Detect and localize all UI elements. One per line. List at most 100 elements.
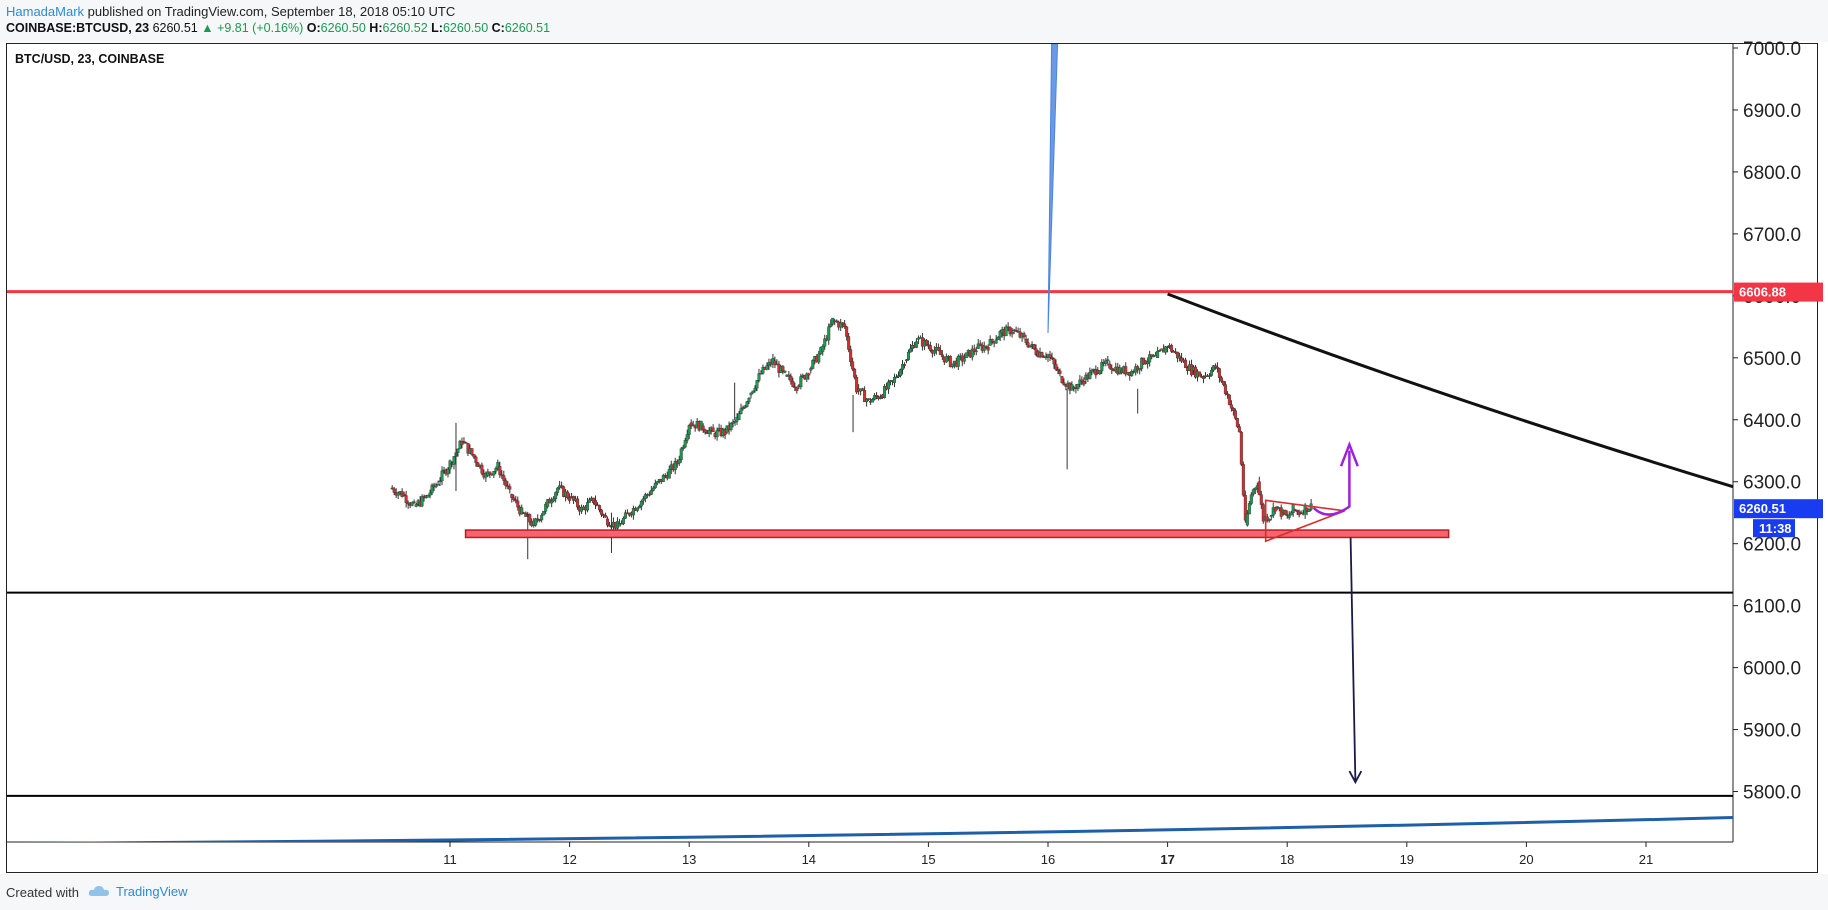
candle-body — [635, 507, 639, 511]
countdown-tag: 11:38 — [1759, 521, 1792, 536]
candle-body — [994, 339, 998, 344]
candle-body — [1056, 369, 1060, 371]
candle-body — [789, 375, 793, 382]
y-tick-label: 6300.0 — [1743, 473, 1801, 494]
candle-body — [988, 339, 992, 346]
candle-body — [809, 368, 813, 371]
candle-body — [603, 514, 607, 518]
ohlc-legend: COINBASE:BTCUSD, 23 6260.51 ▲ +9.81 (+0.… — [6, 21, 550, 35]
candle-body — [576, 498, 580, 508]
resistance-price-tag-bg — [1734, 282, 1823, 302]
candle-body — [1028, 345, 1032, 348]
x-tick-label: 17 — [1160, 852, 1174, 867]
candle-body — [765, 365, 769, 370]
candle-body — [733, 421, 737, 423]
candle-body — [883, 386, 887, 398]
candle-body — [841, 322, 845, 325]
candle-body — [924, 339, 928, 345]
tradingview-link[interactable]: TradingView — [88, 884, 188, 900]
x-tick-label: 16 — [1041, 852, 1055, 867]
chart-title: BTC/USD, 23, COINBASE — [15, 52, 165, 66]
low-value: 6260.50 — [442, 21, 489, 35]
candle-body — [707, 430, 711, 434]
candle-body — [871, 399, 875, 403]
candle-body — [1201, 376, 1205, 379]
candle-body — [978, 343, 982, 346]
candle-body — [679, 448, 683, 460]
candle-body — [566, 491, 570, 499]
candle-body — [1231, 407, 1235, 411]
candle-body — [845, 326, 849, 337]
candle-body — [514, 499, 518, 502]
candle-body — [972, 348, 976, 352]
candle-body — [897, 375, 901, 378]
close-label: C: — [491, 21, 505, 35]
candle-body — [970, 348, 974, 358]
candle-body — [428, 492, 432, 496]
candle-body — [446, 468, 450, 475]
candle-body — [900, 364, 904, 370]
candle-body — [956, 355, 960, 367]
candle-body — [1164, 346, 1168, 353]
candle-body — [617, 523, 621, 527]
candle-body — [474, 456, 478, 463]
candle-body — [689, 422, 693, 427]
candle-body — [829, 323, 833, 327]
candle-body — [673, 460, 677, 471]
candle-body — [827, 326, 831, 341]
candle-body — [410, 502, 414, 506]
last-price: 6260.51 — [152, 21, 198, 35]
candle-body — [1213, 365, 1217, 368]
author-link[interactable]: HamadaMark — [6, 4, 85, 19]
open-value: 6260.50 — [320, 21, 366, 35]
candle-body — [853, 368, 857, 378]
candle-body — [1130, 371, 1134, 377]
candle-body — [1271, 507, 1275, 516]
candle-body — [685, 434, 689, 441]
spike-line — [1047, 44, 1059, 334]
candle-body — [1178, 355, 1182, 359]
header-bar: HamadaMark published on TradingView.com,… — [0, 0, 1828, 42]
candle-body — [1088, 371, 1092, 380]
x-tick-label: 11 — [443, 852, 457, 867]
candle-body — [554, 492, 558, 499]
candle-body — [781, 366, 785, 372]
candle-body — [793, 386, 797, 388]
candle-body — [506, 485, 510, 487]
candle-body — [462, 441, 466, 443]
candle-body — [902, 364, 906, 366]
candle-body — [1052, 358, 1056, 365]
candle-body — [976, 343, 980, 349]
triangle-pattern — [1264, 499, 1345, 543]
chart-frame[interactable] — [6, 43, 1818, 873]
candle-body — [1110, 367, 1114, 371]
candle-body — [1241, 464, 1245, 496]
candle-body — [1273, 507, 1277, 512]
candle-body — [1124, 366, 1128, 375]
x-tick-label: 21 — [1639, 852, 1653, 867]
candle-body — [1058, 370, 1062, 374]
price-chart[interactable]: 7000.06900.06800.06700.06600.06500.06400… — [0, 0, 1828, 874]
tradingview-cloud-icon — [88, 885, 110, 900]
candle-body — [438, 480, 442, 483]
candle-body — [496, 462, 500, 469]
candle-body — [1217, 368, 1221, 378]
candle-body — [701, 425, 705, 431]
candle-body — [938, 349, 942, 355]
candle-body — [464, 442, 468, 444]
candle-body — [1136, 366, 1140, 371]
candle-body — [1170, 345, 1174, 352]
candle-body — [893, 376, 897, 383]
candle-body — [1014, 329, 1018, 332]
candle-body — [1108, 363, 1112, 369]
candle-body — [643, 494, 647, 499]
down-arrow-head — [1348, 770, 1363, 785]
candle-body — [996, 336, 1000, 340]
candle-body — [621, 518, 625, 524]
candle-body — [879, 397, 883, 399]
candle-body — [1253, 487, 1257, 490]
candle-body — [1225, 393, 1229, 395]
candle-body — [739, 408, 743, 414]
candle-body — [751, 390, 755, 394]
high-label: H: — [369, 21, 383, 35]
